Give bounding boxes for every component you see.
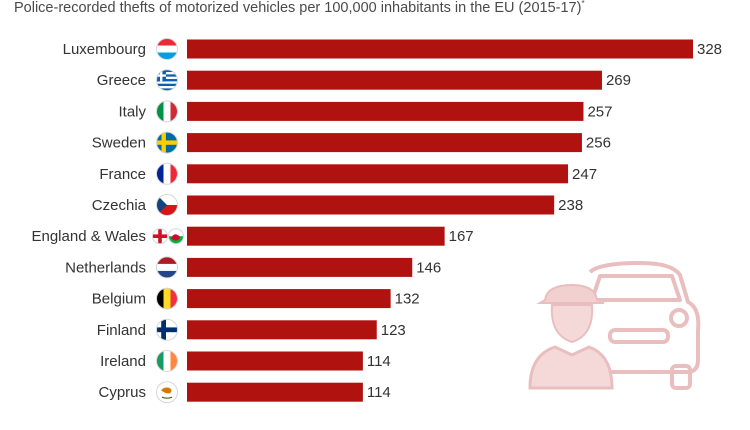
bar — [187, 320, 377, 340]
category-label: Sweden — [92, 135, 146, 152]
value-label: 256 — [586, 135, 611, 152]
title-footnote-mark: * — [581, 0, 585, 9]
finland-flag-icon — [156, 318, 178, 341]
sweden-flag-icon — [156, 131, 178, 154]
value-label: 114 — [367, 353, 391, 370]
wales-flag-icon — [168, 228, 184, 245]
category-label: Ireland — [100, 353, 146, 370]
value-label: 238 — [558, 197, 583, 214]
bar — [187, 70, 602, 90]
value-label: 247 — [572, 166, 597, 183]
value-label: 328 — [697, 41, 722, 58]
value-label: 257 — [587, 103, 612, 120]
value-label: 132 — [395, 291, 420, 308]
luxembourg-flag-icon — [156, 38, 178, 60]
category-label: France — [99, 166, 146, 183]
value-label: 123 — [381, 322, 406, 339]
cyprus-flag-icon — [156, 381, 178, 404]
bar — [187, 39, 693, 59]
bar — [187, 195, 555, 215]
thief-and-car-icon — [528, 261, 701, 390]
category-label: Italy — [118, 103, 146, 120]
category-label: Finland — [97, 322, 146, 339]
category-label: Czechia — [92, 197, 147, 214]
value-label: 269 — [606, 72, 631, 89]
value-label: 114 — [367, 384, 391, 401]
category-label: Luxembourg — [63, 41, 146, 58]
netherlands-flag-icon — [156, 256, 178, 279]
category-label: Cyprus — [98, 384, 146, 401]
italy-flag-icon — [156, 100, 178, 123]
value-label: 146 — [416, 259, 441, 276]
bar — [187, 101, 584, 121]
category-label: Netherlands — [65, 259, 146, 276]
chart-title-text: Police-recorded thefts of motorized vehi… — [14, 0, 582, 16]
france-flag-icon — [156, 162, 178, 185]
czechia-flag-icon — [156, 194, 178, 216]
bars-layer: Luxembourg 328 Greece 269 Italy 257 Sweden 256 F… — [31, 38, 722, 404]
belgium-flag-icon — [156, 287, 178, 310]
category-label: Belgium — [92, 291, 146, 308]
ireland-flag-icon — [156, 350, 178, 372]
greece-flag-icon — [156, 69, 178, 92]
bar — [187, 164, 569, 184]
bar — [187, 133, 582, 153]
bar — [187, 226, 445, 246]
value-label: 167 — [449, 228, 474, 245]
category-label: England & Wales — [31, 228, 146, 245]
bar — [187, 289, 391, 309]
category-label: Greece — [97, 72, 146, 89]
bar — [187, 382, 363, 402]
bar — [187, 351, 363, 371]
england-wales-flag-icon — [152, 228, 168, 245]
chart-title: Police-recorded thefts of motorized vehi… — [0, 0, 750, 20]
bar — [187, 257, 413, 277]
